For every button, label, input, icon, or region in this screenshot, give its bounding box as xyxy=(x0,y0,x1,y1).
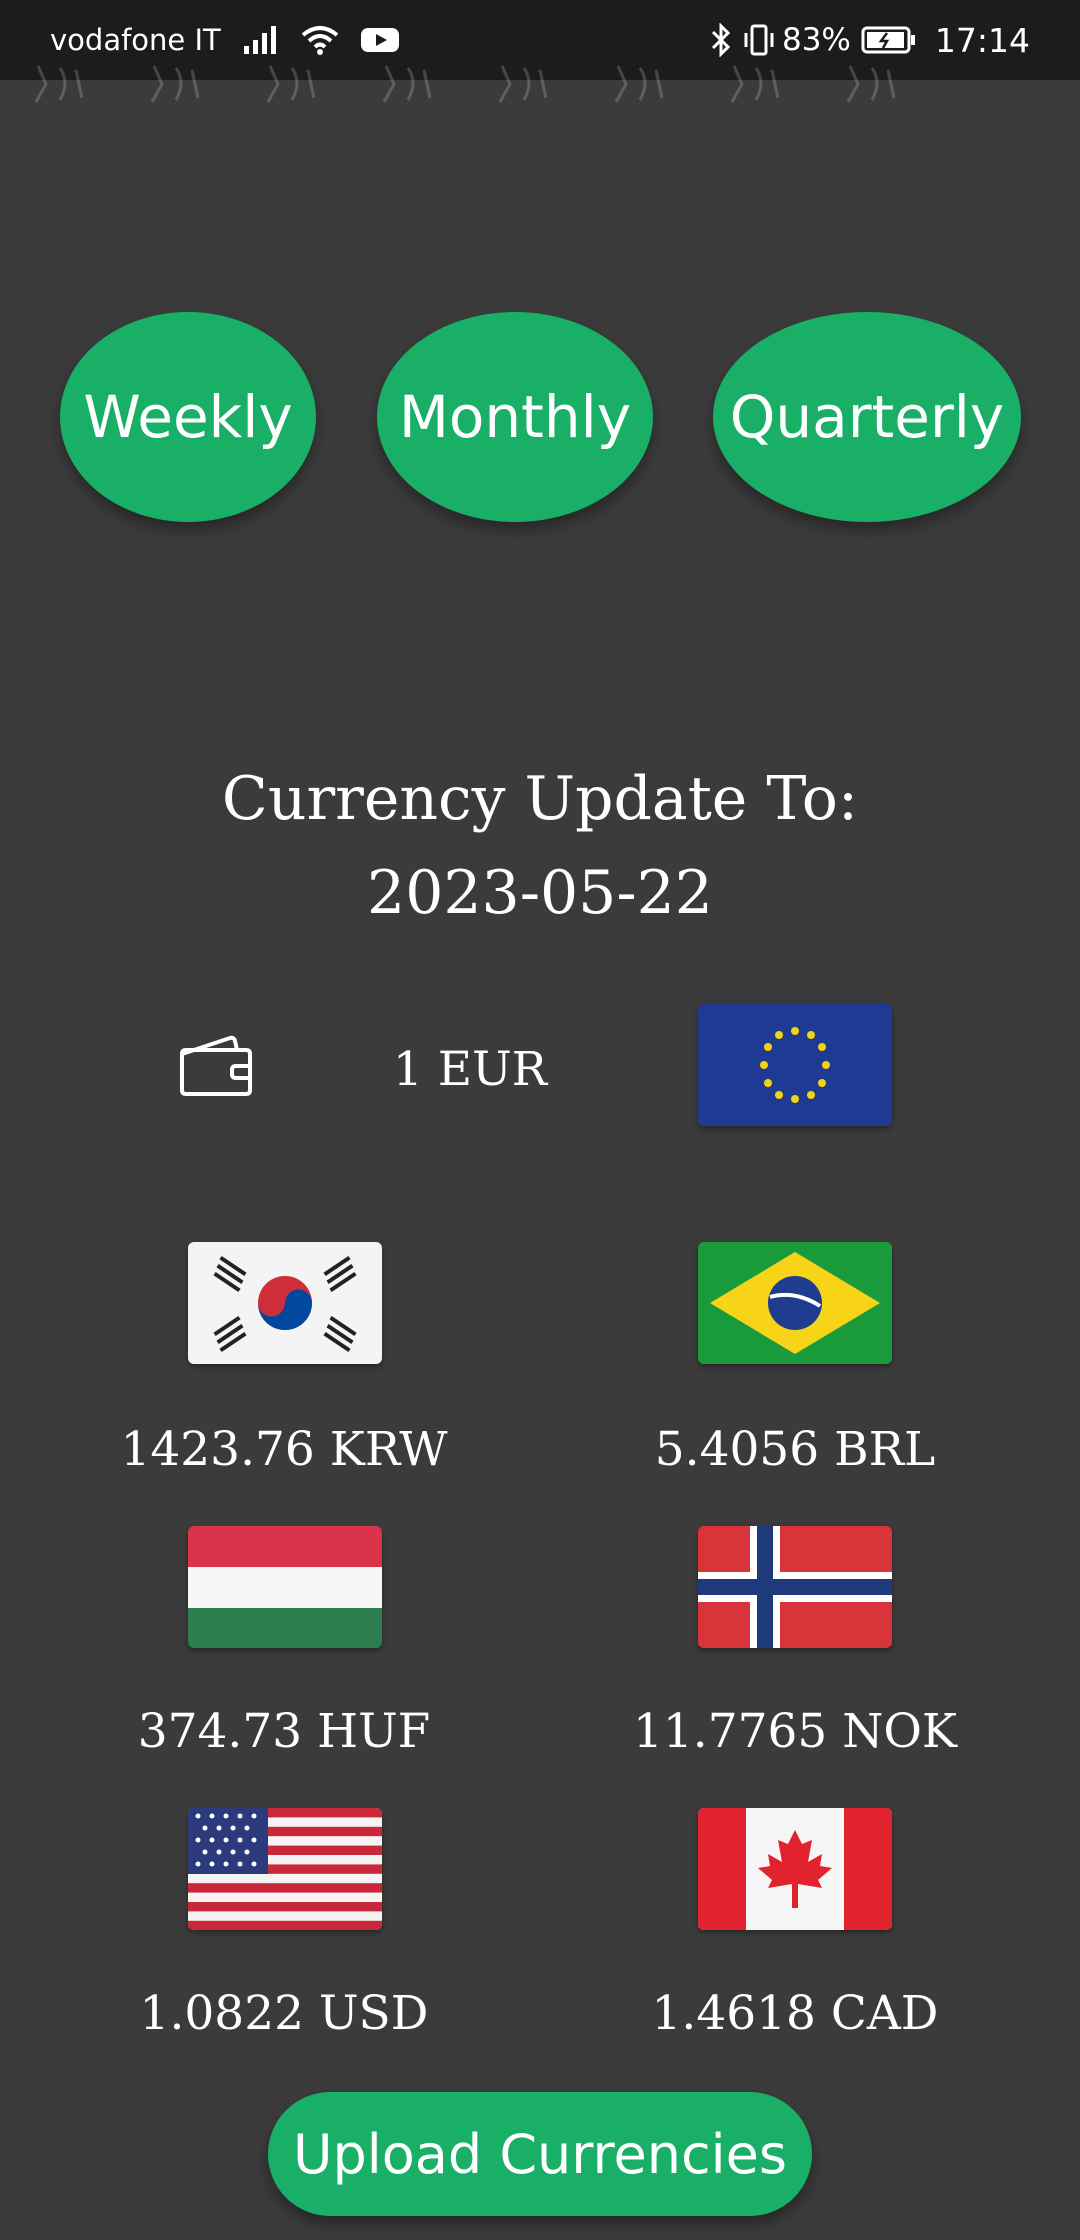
rate-cad: 1.4618 CAD xyxy=(651,1986,939,2041)
base-currency-amount: 1 EUR xyxy=(392,1042,548,1097)
status-clock: 17:14 xyxy=(934,20,1030,60)
battery-icon xyxy=(861,26,915,54)
hungary-flag xyxy=(188,1526,382,1648)
weekly-button[interactable]: Weekly xyxy=(60,312,316,522)
brazil-flag xyxy=(698,1242,892,1364)
rate-brl: 5.4056 BRL xyxy=(654,1422,936,1477)
watermark-icon xyxy=(614,65,664,103)
south-korea-flag xyxy=(188,1242,382,1364)
signal-icon xyxy=(243,26,276,54)
watermark-icon xyxy=(846,65,896,103)
watermark-icon xyxy=(498,65,548,103)
carrier-name: vodafone IT xyxy=(50,23,221,57)
usa-flag xyxy=(188,1808,382,1930)
currency-update-heading: Currency Update To: 2023-05-22 xyxy=(0,752,1080,940)
rate-usd: 1.0822 USD xyxy=(139,1986,429,2041)
norway-flag xyxy=(698,1526,892,1648)
watermark-icon xyxy=(34,65,84,103)
rate-nok: 11.7765 NOK xyxy=(632,1704,958,1759)
quarterly-button[interactable]: Quarterly xyxy=(713,312,1021,522)
watermark-icon xyxy=(730,65,780,103)
wallet-icon[interactable] xyxy=(176,1032,254,1098)
upload-currencies-button[interactable]: Upload Currencies xyxy=(268,2092,812,2216)
battery-percentage: 83% xyxy=(781,22,851,58)
currency-update-title: Currency Update To: xyxy=(221,764,859,834)
monthly-button[interactable]: Monthly xyxy=(377,312,653,522)
status-bar: vodafone IT 83% xyxy=(0,0,1080,80)
rate-krw: 1423.76 KRW xyxy=(120,1422,448,1477)
rate-huf: 374.73 HUF xyxy=(137,1704,431,1759)
youtube-icon xyxy=(360,28,399,52)
watermark-icon xyxy=(382,65,432,103)
status-right: 83% 17:14 xyxy=(700,21,1030,60)
wifi-icon xyxy=(301,26,339,55)
watermark-pattern xyxy=(30,62,930,112)
bluetooth-icon xyxy=(711,23,731,57)
canada-flag xyxy=(698,1808,892,1930)
status-left: vodafone IT xyxy=(50,23,421,57)
vibrate-icon xyxy=(744,24,774,56)
watermark-icon xyxy=(150,65,200,103)
eu-flag xyxy=(698,1004,892,1126)
currency-update-date: 2023-05-22 xyxy=(367,858,713,928)
watermark-icon xyxy=(266,65,316,103)
